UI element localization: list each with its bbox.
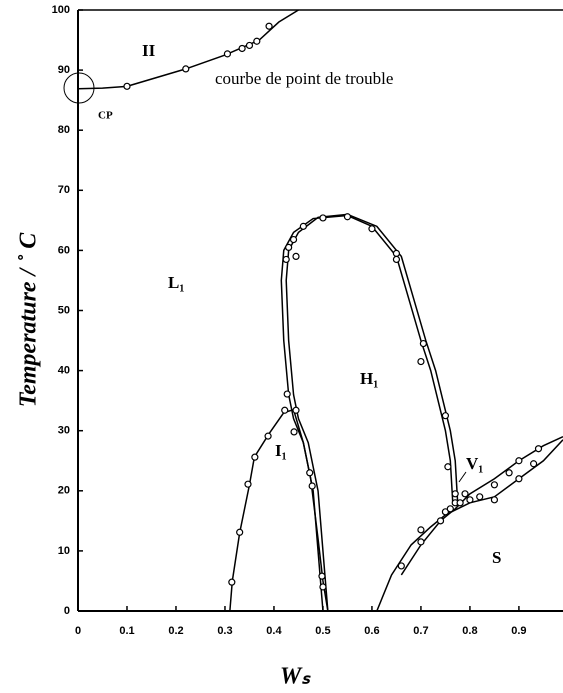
data-point bbox=[292, 406, 300, 414]
data-point bbox=[283, 390, 291, 398]
data-point bbox=[308, 482, 316, 490]
data-point bbox=[466, 496, 474, 504]
data-point bbox=[368, 225, 376, 233]
y-tick-label: 70 bbox=[58, 184, 70, 196]
data-point bbox=[282, 255, 290, 264]
data-point bbox=[461, 490, 469, 498]
x-tick-label: 0.5 bbox=[315, 625, 330, 637]
x-tick-label: 0.9 bbox=[511, 625, 526, 637]
annotation: S bbox=[492, 548, 501, 567]
data-point bbox=[245, 41, 254, 50]
data-point bbox=[292, 252, 300, 261]
data-point bbox=[238, 44, 246, 53]
annotation: H₁ bbox=[360, 369, 378, 388]
data-point bbox=[236, 528, 244, 536]
data-point bbox=[515, 457, 523, 465]
data-point bbox=[436, 517, 445, 525]
data-point bbox=[281, 406, 289, 414]
y-tick-label: 60 bbox=[58, 244, 70, 256]
y-tick-label: 100 bbox=[52, 4, 70, 16]
data-point bbox=[505, 469, 513, 477]
data-point bbox=[299, 222, 307, 230]
data-point bbox=[228, 578, 236, 586]
y-axis-label: Temperature / ˚ C bbox=[16, 232, 42, 407]
data-point bbox=[397, 562, 405, 570]
y-tick-label: 20 bbox=[58, 485, 70, 497]
data-point bbox=[264, 432, 272, 440]
data-point bbox=[456, 499, 464, 507]
data-point bbox=[530, 460, 538, 468]
annotation: CP bbox=[98, 110, 113, 122]
data-point bbox=[223, 50, 232, 58]
phase-boundary bbox=[400, 436, 563, 576]
data-point bbox=[534, 445, 543, 453]
x-tick-label: 0.4 bbox=[266, 625, 282, 637]
x-tick-label: 0.6 bbox=[364, 625, 379, 637]
data-point bbox=[490, 481, 499, 489]
data-point bbox=[392, 249, 401, 258]
data-point bbox=[419, 339, 427, 348]
data-point bbox=[451, 490, 459, 498]
y-tick-label: 10 bbox=[58, 545, 70, 557]
data-point bbox=[244, 480, 252, 488]
v1-arrow bbox=[458, 471, 467, 483]
data-point bbox=[306, 469, 314, 477]
data-point bbox=[123, 82, 131, 90]
data-point bbox=[417, 357, 425, 366]
x-tick-label: 0.3 bbox=[217, 625, 232, 637]
annotation: courbe de point de trouble bbox=[215, 69, 393, 88]
y-tick-label: 90 bbox=[58, 64, 70, 76]
data-point bbox=[285, 243, 293, 251]
y-tick-label: 80 bbox=[58, 124, 70, 136]
x-tick-label: 0.2 bbox=[168, 625, 183, 637]
phase-boundary bbox=[285, 213, 459, 612]
data-point bbox=[417, 526, 425, 534]
phase-boundary bbox=[229, 408, 329, 612]
y-tick-label: 40 bbox=[58, 365, 70, 377]
data-point bbox=[251, 453, 259, 461]
x-tick-label: 0.1 bbox=[119, 625, 134, 637]
data-point bbox=[343, 213, 352, 221]
y-tick-label: 30 bbox=[58, 425, 70, 437]
data-point bbox=[319, 214, 327, 222]
data-point bbox=[253, 37, 261, 45]
data-point bbox=[290, 428, 298, 436]
annotation: V₁ bbox=[466, 454, 483, 473]
x-tick-label: 0 bbox=[75, 625, 81, 637]
phase-boundary bbox=[280, 214, 454, 612]
phase-boundary bbox=[77, 9, 299, 90]
data-point bbox=[444, 463, 452, 471]
y-tick-label: 50 bbox=[58, 304, 70, 316]
x-axis-label: Wₛ bbox=[280, 664, 311, 690]
x-tick-label: 0.7 bbox=[413, 625, 428, 637]
phase-boundary bbox=[376, 439, 563, 612]
data-point bbox=[446, 505, 454, 513]
data-point bbox=[441, 412, 450, 420]
data-point bbox=[490, 496, 499, 504]
data-point bbox=[182, 65, 190, 73]
annotation: II bbox=[142, 41, 156, 60]
data-point bbox=[318, 572, 326, 580]
data-point bbox=[392, 255, 401, 264]
data-point bbox=[417, 538, 425, 546]
y-tick-label: 0 bbox=[64, 605, 70, 617]
data-point bbox=[289, 235, 298, 244]
data-point bbox=[265, 22, 273, 30]
x-tick-label: 0.8 bbox=[462, 625, 477, 637]
annotation: I₁ bbox=[275, 441, 287, 460]
annotation: L₁ bbox=[168, 273, 184, 292]
data-point bbox=[515, 475, 523, 483]
data-point bbox=[476, 493, 484, 501]
data-point bbox=[319, 583, 327, 591]
